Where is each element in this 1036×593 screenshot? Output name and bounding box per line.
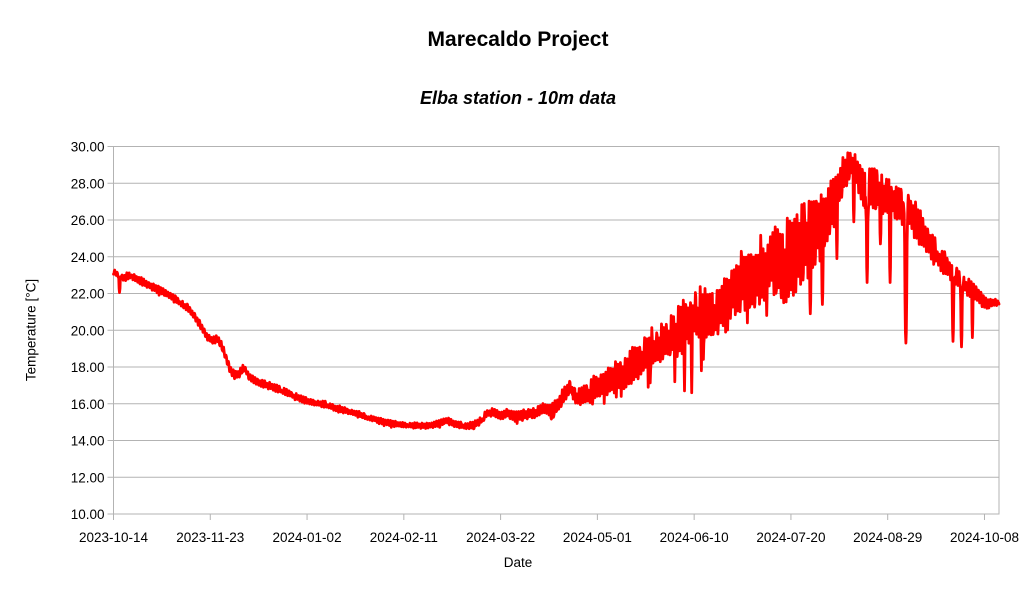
y-tick-label: 28.00: [71, 176, 105, 191]
y-tick-label: 14.00: [71, 434, 105, 449]
x-tick-label: 2024-02-11: [370, 530, 438, 545]
y-tick-label: 24.00: [71, 250, 105, 265]
y-tick-label: 16.00: [71, 397, 105, 412]
x-tick-label: 2024-10-08: [950, 530, 1019, 545]
x-tick-label: 2024-08-29: [853, 530, 922, 545]
x-tick-label: 2023-11-23: [176, 530, 244, 545]
y-tick-label: 26.00: [71, 213, 105, 228]
chart-title: Marecaldo Project: [427, 28, 609, 51]
plot-border: [113, 146, 1000, 515]
x-axis-title: Date: [503, 555, 533, 570]
y-tick-label: 20.00: [71, 323, 105, 338]
y-tick-label: 22.00: [71, 287, 105, 302]
x-tick-label: 2023-10-14: [79, 530, 149, 545]
x-tick-label: 2024-03-22: [466, 530, 535, 545]
chart-subtitle: Elba station - 10m data: [419, 88, 617, 108]
x-tick-label: 2024-01-02: [273, 530, 342, 545]
temperature-line: [112, 151, 1001, 431]
y-tick-label: 30.00: [71, 140, 105, 155]
y-tick-label: 12.00: [71, 470, 105, 485]
y-tick-label: 18.00: [71, 360, 105, 375]
x-tick-label: 2024-07-20: [756, 530, 825, 545]
x-tick-label: 2024-06-10: [660, 530, 729, 545]
y-tick-label: 10.00: [71, 507, 105, 522]
x-tick-label: 2024-05-01: [563, 530, 632, 545]
